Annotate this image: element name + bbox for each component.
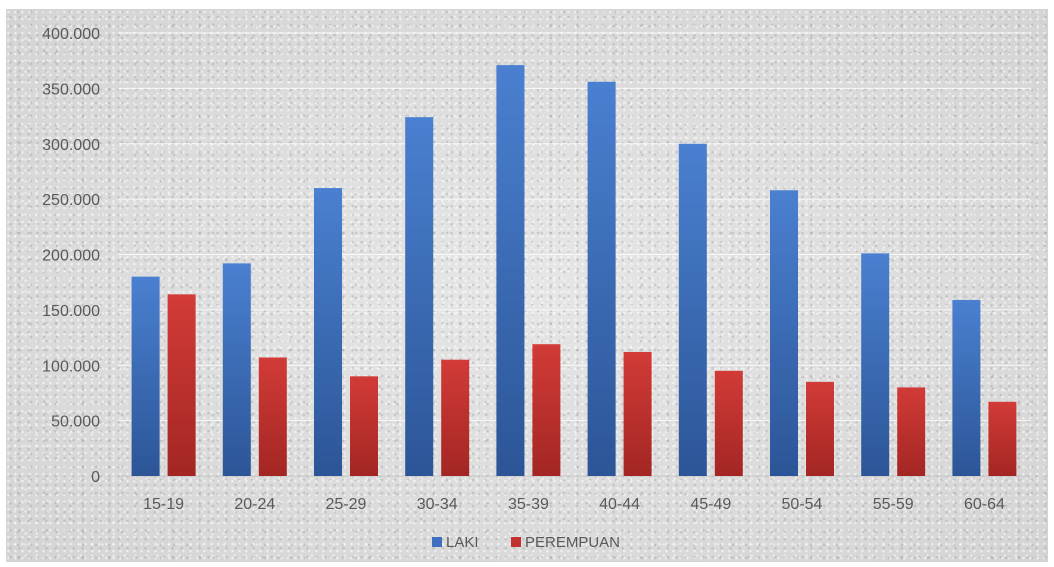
bar-perempuan-50-54 (806, 381, 834, 476)
legend-label-perempuan: PEREMPUAN (525, 534, 620, 551)
bar-perempuan-35-39 (532, 344, 561, 476)
bar-laki-25-29 (314, 188, 342, 477)
bar-laki-30-34 (405, 117, 434, 477)
y-tick-label: 350.000 (42, 81, 100, 98)
bar-laki-40-44 (587, 81, 616, 476)
bar-perempuan-25-29 (350, 376, 378, 476)
y-tick-label: 250.000 (42, 192, 100, 209)
x-tick-label: 20-24 (234, 496, 275, 513)
x-tick-label: 30-34 (417, 496, 458, 513)
y-tick-label: 100.000 (42, 358, 100, 375)
bar-laki-15-19 (131, 276, 160, 476)
legend-swatch-laki (432, 537, 442, 547)
bar-laki-45-49 (678, 143, 707, 476)
bar-perempuan-40-44 (623, 351, 652, 476)
bars (131, 65, 1017, 477)
bar-perempuan-45-49 (714, 370, 743, 476)
y-tick-label: 0 (91, 469, 100, 486)
bar-laki-60-64 (952, 299, 981, 476)
y-axis: 0 50.000 100.000 150.000 200.000 250.000 300.0… (42, 26, 100, 486)
x-tick-label: 50-54 (782, 496, 823, 513)
bar-laki-50-54 (770, 190, 798, 476)
bar-perempuan-15-19 (167, 294, 196, 476)
x-tick-label: 55-59 (873, 496, 914, 513)
legend-swatch-perempuan (511, 537, 521, 547)
bar-laki-55-59 (861, 253, 890, 476)
bar-perempuan-55-59 (897, 387, 926, 476)
x-tick-label: 15-19 (143, 496, 184, 513)
x-tick-label: 60-64 (964, 496, 1005, 513)
y-tick-label: 200.000 (42, 248, 100, 265)
bar-perempuan-60-64 (988, 401, 1017, 476)
legend-label-laki: LAKI (446, 534, 479, 551)
x-tick-label: 40-44 (599, 496, 640, 513)
y-tick-label: 300.000 (42, 137, 100, 154)
y-tick-label: 50.000 (51, 414, 100, 431)
x-axis: 15-19 20-24 25-29 30-34 35-39 40-44 45-49 50-54… (143, 496, 1005, 513)
x-tick-label: 45-49 (690, 496, 731, 513)
bar-laki-35-39 (496, 65, 525, 477)
bar-laki-20-24 (222, 263, 251, 476)
bar-perempuan-30-34 (441, 359, 470, 476)
bar-perempuan-20-24 (258, 357, 287, 476)
gridlines (118, 32, 1030, 477)
x-tick-label: 35-39 (508, 496, 549, 513)
x-tick-label: 25-29 (326, 496, 367, 513)
legend: LAKI PEREMPUAN (432, 534, 620, 551)
y-tick-label: 400.000 (42, 26, 100, 43)
y-tick-label: 150.000 (42, 303, 100, 320)
